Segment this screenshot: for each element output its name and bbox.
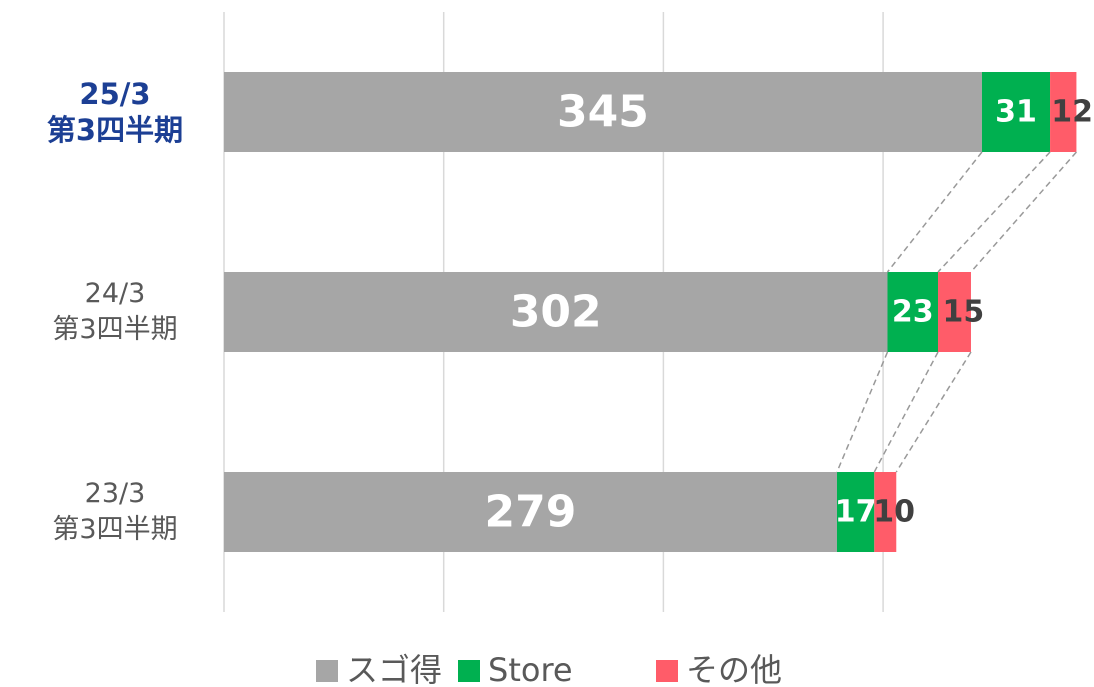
bar-segment <box>1050 72 1077 152</box>
bar-segment <box>224 472 837 552</box>
connector-line <box>873 351 939 473</box>
value-label: 10 <box>873 495 915 530</box>
legend: スゴ得 Store その他 <box>316 651 782 687</box>
bar-segment <box>836 472 875 552</box>
value-label: 17 <box>835 495 877 530</box>
bar-segment <box>938 272 971 352</box>
bar-segment <box>874 472 897 552</box>
bar-segment <box>224 72 982 152</box>
legend-label: スゴ得 <box>346 651 442 687</box>
legend-swatch <box>656 660 678 682</box>
connector-line <box>836 351 889 473</box>
value-label: 23 <box>892 295 934 330</box>
category-label: 25/3 第3四半期 <box>46 77 184 147</box>
value-label: 31 <box>995 95 1037 130</box>
bar-segment <box>887 272 939 352</box>
connector-line <box>895 351 972 473</box>
connector-line <box>970 151 1077 273</box>
value-label: 345 <box>557 87 649 138</box>
value-label: 302 <box>510 287 602 338</box>
legend-label: その他 <box>686 651 782 687</box>
legend-label: Store <box>488 651 573 687</box>
value-label: 15 <box>942 295 984 330</box>
legend-swatch <box>458 660 480 682</box>
connector-line <box>886 151 983 273</box>
bar-segment <box>224 272 888 352</box>
legend-swatch <box>316 660 338 682</box>
value-label: 279 <box>485 487 577 538</box>
category-label: 23/3 第3四半期 <box>52 478 178 545</box>
value-label: 12 <box>1051 95 1093 130</box>
category-label: 24/3 第3四半期 <box>52 278 178 345</box>
connector-line <box>937 151 1051 273</box>
bar-segment <box>981 72 1051 152</box>
